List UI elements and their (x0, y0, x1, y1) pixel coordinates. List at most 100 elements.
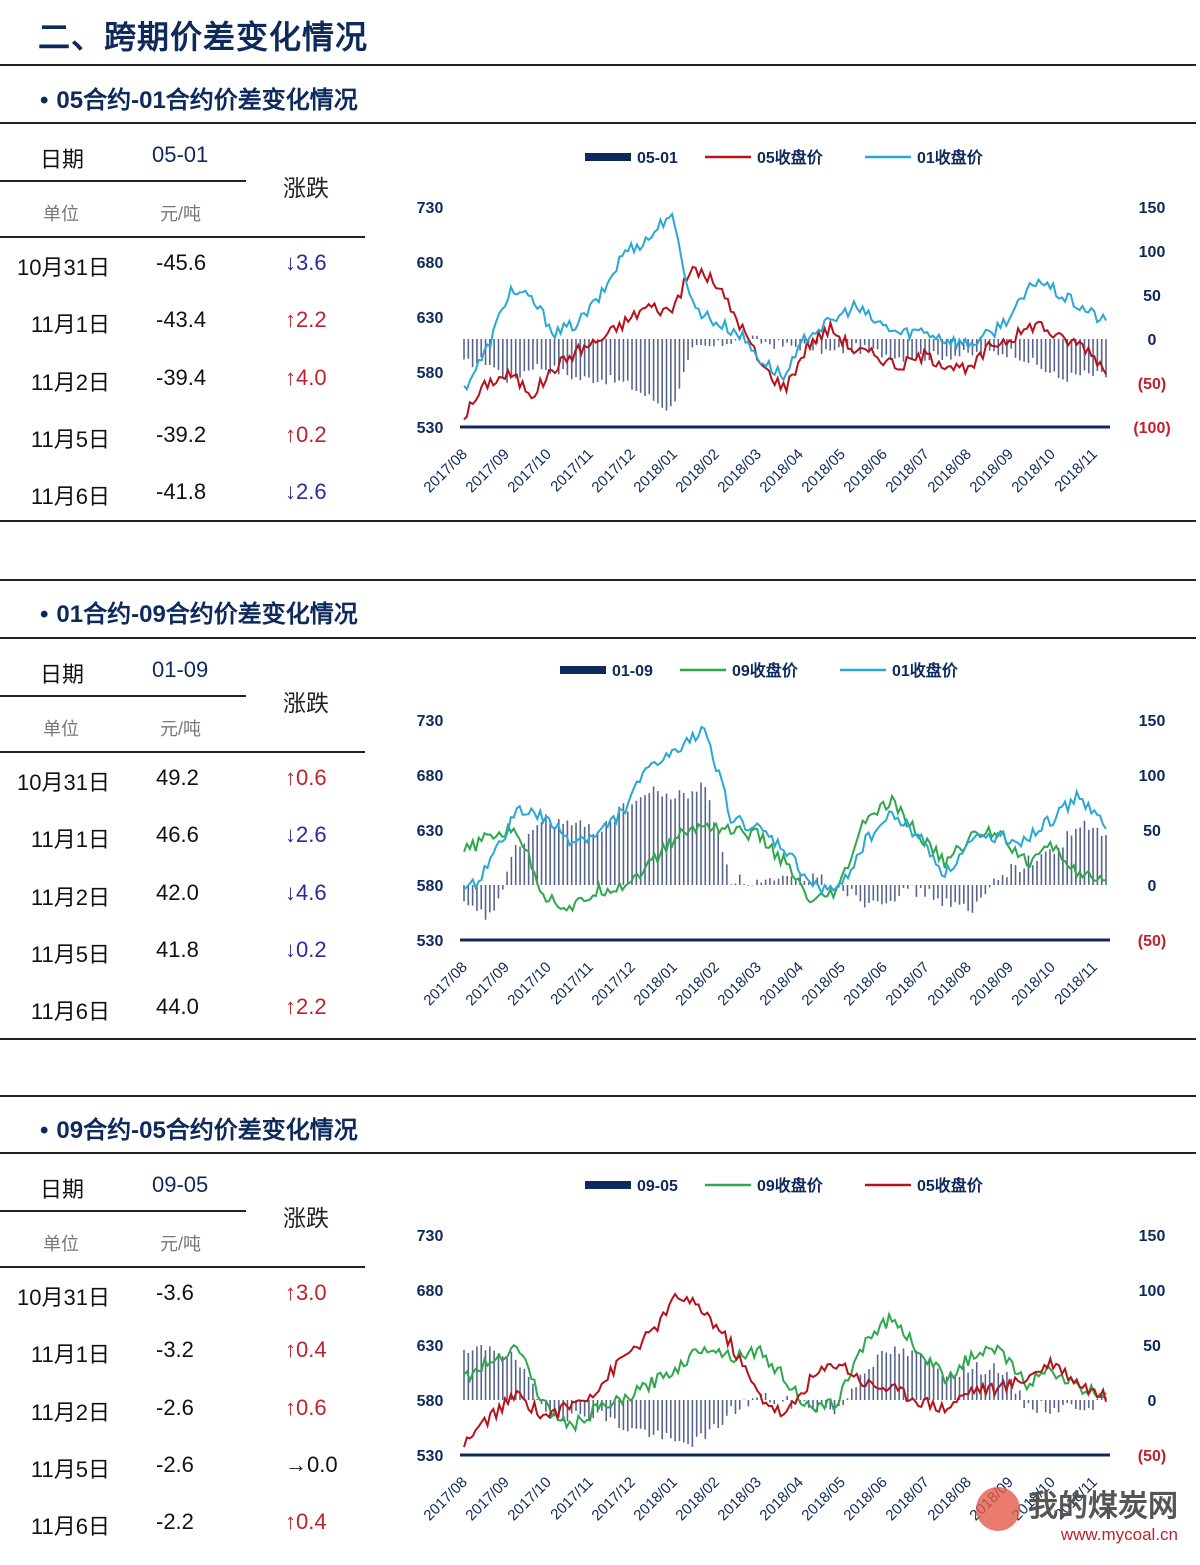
row-date: 11月5日 (30, 1456, 110, 1482)
row-change: ↑3.0 (285, 1280, 327, 1306)
row-change: ↑2.2 (285, 307, 327, 333)
arrow-down-icon: ↓ (285, 250, 296, 275)
row-value: -43.4 (156, 307, 207, 333)
row-value: -2.6 (156, 1451, 194, 1477)
change-header: 涨跌 (283, 690, 329, 716)
section-title-text: 09合约-05合约价差变化情况 (56, 1117, 358, 1144)
left-tick-label: 530 (417, 1448, 444, 1465)
legend-swatch (585, 1181, 631, 1189)
unit-label: 单位 (43, 204, 79, 224)
date-header: 日期 (40, 147, 85, 172)
row-change: ↑0.6 (285, 1395, 327, 1421)
watermark-url: www.mycoal.cn (1060, 1525, 1178, 1544)
row-value: -41.8 (156, 479, 207, 505)
spread-code: 09-05 (152, 1172, 209, 1197)
x-tick-label: 2017/09 (462, 1474, 512, 1524)
table-row: 11月6日 -41.8 ↓2.6 (0, 473, 365, 513)
right-tick-label: 150 (1139, 200, 1166, 217)
right-tick-label: 50 (1143, 1338, 1161, 1355)
x-tick-label: 2017/08 (420, 446, 470, 496)
row-value: 44.0 (156, 994, 199, 1020)
chart-legend: 05-01 05收盘价 01收盘价 (585, 148, 984, 167)
x-tick-label: 2018/05 (798, 1474, 848, 1524)
right-tick-label: 100 (1139, 1283, 1166, 1300)
x-tick-label: 2018/04 (756, 959, 806, 1009)
legend-label: 05-01 (637, 150, 678, 167)
unit-value: 元/吨 (160, 1234, 202, 1254)
mycoal-logo-icon (976, 1487, 1020, 1531)
left-tick-label: 630 (417, 310, 444, 327)
legend-label: 05收盘价 (917, 1176, 984, 1195)
row-date: 11月2日 (30, 1399, 110, 1425)
row-value: -2.2 (156, 1509, 194, 1535)
left-tick-label: 730 (417, 713, 444, 730)
x-tick-label: 2018/11 (1051, 959, 1101, 1009)
right-tick-label: 0 (1148, 332, 1157, 349)
change-value: 0.6 (296, 1394, 327, 1420)
x-tick-label: 2018/10 (1008, 446, 1058, 496)
x-tick-label: 2017/12 (588, 959, 638, 1009)
price-line (463, 1310, 1107, 1433)
spread-bars (463, 1344, 1107, 1447)
change-value: 0.4 (296, 1509, 327, 1535)
x-tick-label: 2017/09 (462, 959, 512, 1009)
change-value: 2.2 (296, 994, 327, 1020)
spread-bars (463, 335, 1107, 411)
right-tick-label: 150 (1139, 1228, 1166, 1245)
arrow-up-icon: ↑ (285, 307, 296, 333)
divider (0, 751, 365, 753)
left-tick-label: 680 (417, 768, 444, 785)
x-tick-label: 2018/07 (882, 959, 932, 1009)
right-tick-label: (50) (1138, 376, 1166, 393)
x-tick-label: 2018/02 (672, 959, 722, 1009)
x-tick-label: 2018/08 (924, 1474, 974, 1524)
x-tick-label: 2017/08 (420, 959, 470, 1009)
row-value: -39.2 (156, 421, 207, 447)
left-tick-label: 680 (417, 1283, 444, 1300)
row-change: ↑0.4 (285, 1337, 327, 1363)
section-title: • 01合约-09合约价差变化情况 (40, 601, 358, 628)
x-tick-label: 2018/01 (630, 959, 680, 1009)
row-value: -2.6 (156, 1394, 194, 1420)
row-date: 11月1日 (30, 312, 110, 338)
unit-value: 元/吨 (160, 719, 202, 739)
right-tick-label: (50) (1138, 1448, 1166, 1465)
chart-09-05: 09-05 09收盘价 05收盘价 730 680 630 580 530 150 100 50 0 (… (380, 1160, 1180, 1560)
divider (0, 236, 365, 238)
divider (0, 180, 246, 182)
x-tick-label: 2017/11 (547, 959, 597, 1009)
legend-swatch (560, 666, 606, 674)
price-line (463, 1292, 1107, 1448)
change-value: 0.4 (296, 1337, 327, 1363)
divider (0, 64, 1196, 66)
arrow-up-icon: ↑ (285, 1394, 296, 1420)
right-tick-label: 100 (1139, 768, 1166, 785)
table-row: 11月5日 -2.6 →0.0 (0, 1446, 365, 1486)
spread-bars (463, 782, 1107, 920)
x-tick-label: 2018/02 (672, 1474, 722, 1524)
divider (0, 122, 1196, 124)
divider (0, 579, 1196, 581)
left-tick-label: 730 (417, 200, 444, 217)
x-tick-label: 2018/11 (1051, 446, 1101, 496)
x-tick-label: 2017/10 (504, 959, 554, 1009)
section-title-text: 05合约-01合约价差变化情况 (56, 87, 358, 114)
divider (0, 1038, 1196, 1040)
x-tick-label: 2018/04 (756, 446, 806, 496)
spread-code: 01-09 (152, 657, 209, 682)
price-line (463, 725, 1107, 896)
change-value: 0.6 (296, 765, 327, 790)
divider (0, 1152, 1196, 1154)
divider (0, 695, 246, 697)
table-row: 11月1日 -3.2 ↑0.4 (0, 1331, 365, 1371)
x-tick-label: 2017/11 (547, 446, 597, 496)
price-line (463, 211, 1107, 392)
legend-label: 01收盘价 (917, 148, 984, 167)
x-tick-label: 2018/06 (840, 959, 890, 1009)
legend-label: 09-05 (637, 1178, 678, 1195)
table-row: 10月31日 -45.6 ↓3.6 (0, 244, 365, 284)
left-tick-label: 530 (417, 933, 444, 950)
row-date: 10月31日 (17, 1285, 110, 1310)
change-value: 0.2 (296, 936, 327, 962)
change-header: 涨跌 (283, 1205, 329, 1231)
